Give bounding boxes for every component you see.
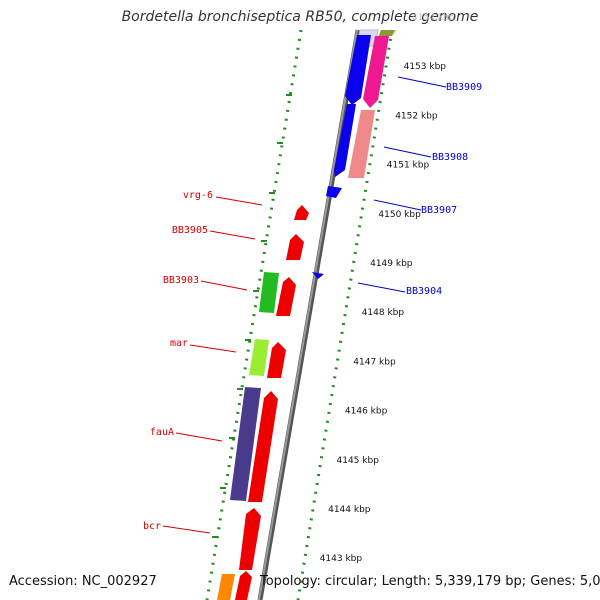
gene-red-fauA[interactable] [248, 391, 278, 502]
map-title: Bordetella bronchiseptica RB50, complete… [121, 9, 479, 25]
tick-label-4147: 4147 kbp [353, 357, 396, 367]
gene-bb3909[interactable] [345, 35, 371, 105]
tick-label-4152: 4152 kbp [395, 111, 438, 121]
label-bb3904[interactable]: BB3904 [406, 286, 442, 297]
dotted-track-right [296, 29, 394, 600]
label-bb3907[interactable]: BB3907 [421, 205, 457, 216]
label-bb3903[interactable]: BB3903 [163, 275, 199, 286]
gene-top-3[interactable] [379, 30, 395, 36]
accession-text: Accession: NC_002927 [9, 574, 157, 589]
gene-bb3908[interactable] [334, 104, 356, 177]
tick-label-4144: 4144 kbp [328, 505, 371, 515]
gene-pink-1[interactable] [363, 36, 389, 108]
tick-label-4154: 4154 kbp [412, 13, 455, 23]
gene-fauA[interactable] [230, 387, 261, 501]
gene-bb3907[interactable] [326, 186, 342, 198]
tick-label-4143: 4143 kbp [320, 554, 363, 564]
gene-bb3905[interactable] [286, 234, 304, 260]
tick-label-4148: 4148 kbp [362, 308, 405, 318]
gene-orange[interactable] [217, 574, 235, 600]
gene-mar[interactable] [249, 339, 269, 376]
label-bb3905[interactable]: BB3905 [172, 225, 208, 236]
gene-red-mar[interactable] [267, 342, 286, 378]
tick-label-4153: 4153 kbp [404, 62, 447, 72]
gene-red-bottom[interactable] [235, 571, 252, 600]
label-bb3909[interactable]: BB3909 [446, 82, 482, 93]
gene-salmon[interactable] [348, 110, 375, 178]
label-mar[interactable]: mar [170, 338, 188, 349]
gene-bcr[interactable] [239, 508, 261, 570]
gene-vrg-6[interactable] [294, 205, 309, 220]
left-leaders [162, 196, 263, 534]
label-vrg-6[interactable]: vrg-6 [183, 190, 213, 201]
genome-summary: Topology: circular; Length: 5,339,179 bp… [260, 574, 600, 589]
tick-label-4150: 4150 kbp [378, 210, 421, 220]
tick-label-4146: 4146 kbp [345, 407, 388, 417]
gene-bb3904[interactable] [312, 272, 324, 279]
left-track-marks [212, 94, 292, 538]
tick-label-4145: 4145 kbp [337, 456, 380, 466]
gene-red-bb3903[interactable] [276, 277, 296, 316]
label-bb3908[interactable]: BB3908 [432, 152, 468, 163]
gene-bb3903[interactable] [259, 272, 279, 313]
tick-label-4149: 4149 kbp [370, 259, 413, 269]
dotted-track-left [205, 29, 303, 600]
tick-label-4151: 4151 kbp [387, 161, 430, 171]
label-fauA[interactable]: fauA [150, 427, 174, 438]
right-leaders [357, 76, 447, 293]
label-bcr[interactable]: bcr [143, 521, 161, 532]
